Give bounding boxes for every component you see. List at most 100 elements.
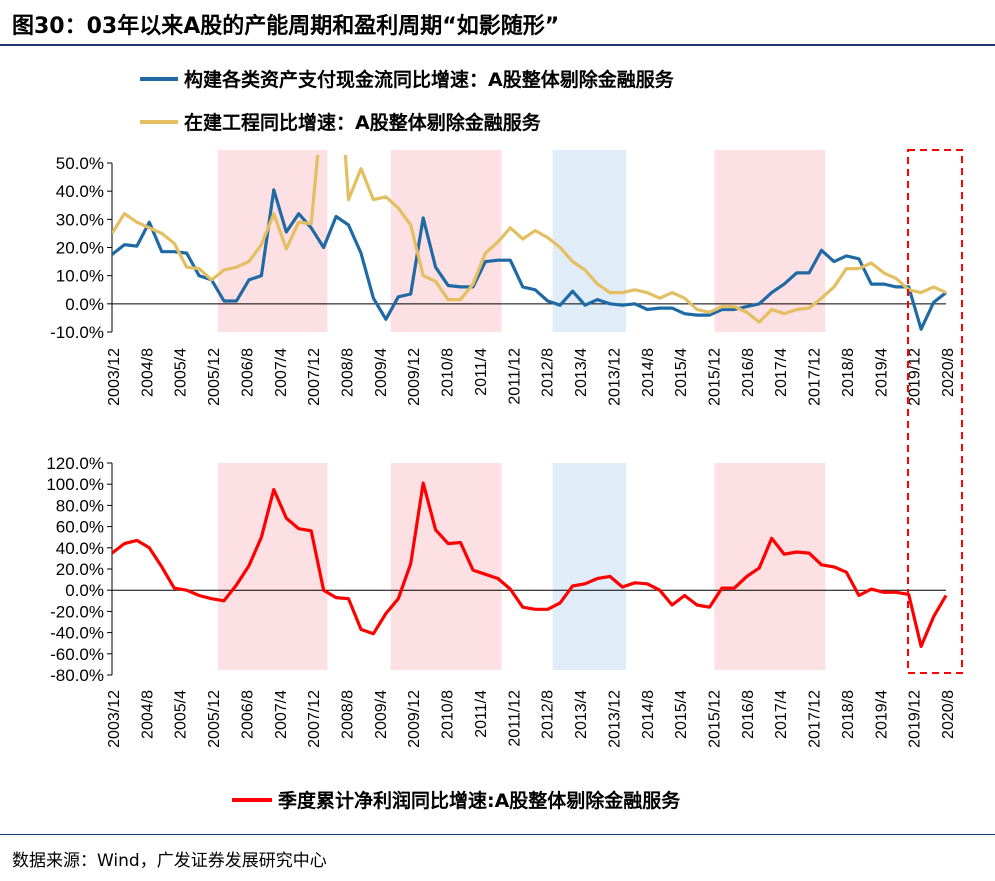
y-tick-label: 50.0% — [56, 154, 104, 173]
bottom-chart-bands — [217, 463, 826, 670]
y-tick-label: 120.0% — [46, 454, 104, 473]
x-tick-label: 2012/8 — [540, 690, 557, 739]
y-tick-label: -20.0% — [50, 602, 104, 621]
x-tick-label: 2005/4 — [173, 348, 190, 397]
x-tick-label: 2017/12 — [807, 348, 824, 406]
x-tick-label: 2007/4 — [273, 348, 290, 397]
series-line-blue — [112, 188, 947, 331]
x-tick-label: 2016/8 — [740, 690, 757, 739]
y-tick-label: 80.0% — [56, 496, 104, 515]
x-tick-label: 2011/12 — [506, 690, 523, 747]
y-tick-label: 20.0% — [56, 239, 104, 258]
highlight-dashed-box — [907, 149, 963, 674]
legend-label-blue: 构建各类资产支付现金流同比增速：A股整体剔除金融服务 — [184, 68, 675, 91]
y-tick-label: -80.0% — [50, 666, 104, 685]
y-tick-label: 10.0% — [56, 267, 104, 286]
x-tick-label: 2007/12 — [306, 690, 323, 748]
x-tick-label: 2005/4 — [173, 690, 190, 739]
x-tick-label: 2010/8 — [440, 348, 457, 397]
series-line-red — [112, 481, 948, 649]
x-tick-label: 2004/8 — [139, 348, 156, 397]
shaded-band — [390, 150, 502, 332]
top-chart-y-axis: 50.0% 40.0% 30.0% 20.0% 10.0% 0.0% -10.0% — [50, 154, 113, 342]
bottom-chart-y-axis: 120.0% 100.0% 80.0% 60.0% 40.0% 20.0% 0.0% -20.… — [46, 454, 113, 685]
x-tick-label: 2004/8 — [139, 690, 156, 739]
x-tick-label: 2009/12 — [406, 348, 423, 406]
x-tick-label: 2009/4 — [373, 348, 390, 397]
top-chart-series — [112, 155, 947, 331]
x-tick-label: 2010/8 — [440, 690, 457, 739]
title-rule — [0, 44, 995, 46]
y-tick-label: 20.0% — [56, 560, 104, 579]
shaded-band — [714, 463, 826, 670]
top-chart-bands — [217, 150, 826, 332]
x-tick-label: 2019/4 — [873, 690, 890, 739]
x-tick-label: 2013/12 — [606, 690, 623, 748]
y-tick-label: 40.0% — [56, 182, 104, 201]
x-tick-label: 2011/4 — [473, 690, 490, 738]
x-tick-label: 2005/12 — [206, 348, 223, 406]
x-tick-label: 2018/8 — [840, 690, 857, 739]
x-tick-label: 2015/4 — [673, 348, 690, 397]
shaded-band — [552, 463, 627, 670]
top-chart-x-axis: 2003/12 2004/8 2005/4 2005/12 2006/8 2007/4 20… — [106, 303, 957, 406]
top-chart: 50.0% 40.0% 30.0% 20.0% 10.0% 0.0% -10.0% 2003… — [50, 150, 957, 406]
x-tick-label: 2011/4 — [473, 348, 490, 396]
shaded-band — [217, 150, 328, 332]
bottom-legend: 季度累计净利润同比增速:A股整体剔除金融服务 — [232, 789, 681, 812]
x-tick-label: 2014/8 — [640, 690, 657, 739]
x-tick-label: 2006/8 — [239, 348, 256, 397]
y-tick-label: 60.0% — [56, 518, 104, 537]
source-note: 数据来源：Wind，广发证券发展研究中心 — [12, 851, 327, 871]
y-tick-label: 30.0% — [56, 210, 104, 229]
y-tick-label: 0.0% — [65, 581, 104, 600]
bottom-chart-series — [112, 481, 948, 649]
y-tick-label: -10.0% — [50, 323, 104, 342]
legend-label-red: 季度累计净利润同比增速:A股整体剔除金融服务 — [278, 789, 681, 812]
bottom-chart-x-axis: 2003/12 2004/8 2005/4 2005/12 2006/8 2007/4 20… — [106, 589, 957, 748]
figure-title: 图30：03年以来A股的产能周期和盈利周期“如影随形” — [12, 14, 560, 39]
x-tick-label: 2013/12 — [606, 348, 623, 406]
x-tick-label: 2015/12 — [706, 348, 723, 406]
x-tick-label: 2019/12 — [907, 690, 924, 748]
x-tick-label: 2020/8 — [940, 690, 957, 739]
x-tick-label: 2017/4 — [773, 348, 790, 397]
x-tick-label: 2007/12 — [306, 348, 323, 406]
x-tick-label: 2009/12 — [406, 690, 423, 748]
y-tick-label: 100.0% — [46, 475, 104, 494]
x-tick-label: 2015/12 — [706, 690, 723, 748]
x-tick-label: 2008/8 — [340, 348, 357, 397]
x-tick-label: 2008/8 — [340, 690, 357, 739]
x-tick-label: 2015/4 — [673, 690, 690, 739]
series-line-gold — [112, 155, 947, 324]
x-tick-label: 2009/4 — [373, 690, 390, 739]
chart-canvas: 构建各类资产支付现金流同比增速：A股整体剔除金融服务 在建工程同比增速：A股整体… — [46, 68, 963, 812]
x-tick-label: 2005/12 — [206, 690, 223, 748]
source-rule — [0, 834, 995, 835]
x-tick-label: 2013/4 — [573, 690, 590, 739]
x-tick-label: 2003/12 — [106, 348, 123, 406]
bottom-chart: 120.0% 100.0% 80.0% 60.0% 40.0% 20.0% 0.0% -20.… — [46, 454, 957, 748]
x-tick-label: 2003/12 — [106, 690, 123, 748]
x-tick-label: 2017/12 — [807, 690, 824, 748]
x-tick-label: 2020/8 — [940, 348, 957, 397]
x-tick-label: 2016/8 — [740, 348, 757, 397]
y-tick-label: -60.0% — [50, 645, 104, 664]
shaded-band — [390, 463, 502, 670]
y-tick-label: -40.0% — [50, 624, 104, 643]
x-tick-label: 2014/8 — [640, 348, 657, 397]
legend-label-gold: 在建工程同比增速：A股整体剔除金融服务 — [184, 111, 542, 134]
x-tick-label: 2018/8 — [840, 348, 857, 397]
y-tick-label: 40.0% — [56, 539, 104, 558]
top-legend: 构建各类资产支付现金流同比增速：A股整体剔除金融服务 在建工程同比增速：A股整体… — [140, 68, 675, 134]
shaded-band — [714, 150, 826, 332]
y-tick-label: 0.0% — [65, 295, 104, 314]
x-tick-label: 2019/12 — [907, 348, 924, 406]
x-tick-label: 2012/8 — [540, 348, 557, 397]
x-tick-label: 2017/4 — [773, 690, 790, 739]
x-tick-label: 2019/4 — [873, 348, 890, 397]
x-tick-label: 2006/8 — [239, 690, 256, 739]
x-tick-label: 2013/4 — [573, 348, 590, 397]
x-tick-label: 2007/4 — [273, 690, 290, 739]
x-tick-label: 2011/12 — [506, 348, 523, 405]
